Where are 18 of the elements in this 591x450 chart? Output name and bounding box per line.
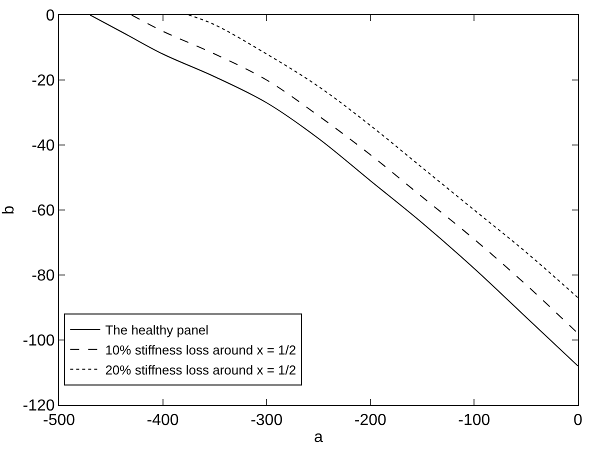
y-axis-title: b — [0, 205, 18, 214]
legend-label: 10% stiffness loss around x = 1/2 — [105, 342, 296, 358]
legend-label: 20% stiffness loss around x = 1/2 — [105, 362, 296, 378]
x-tick-label: -100 — [458, 412, 490, 430]
x-axis-title: a — [314, 428, 324, 446]
y-tick-label: 0 — [46, 8, 55, 25]
y-tick-label: -100 — [22, 332, 55, 350]
x-tick-label: -400 — [146, 412, 179, 430]
x-tick-label: 0 — [574, 412, 583, 430]
y-tick-label: -20 — [32, 72, 55, 90]
y-tick-label: -80 — [32, 268, 55, 285]
y-tick-label: -40 — [32, 138, 55, 155]
y-tick-label: -120 — [22, 398, 55, 415]
legend-label: The healthy panel — [105, 322, 209, 338]
x-tick-label: -500 — [42, 412, 76, 430]
x-tick-label: -300 — [250, 412, 283, 430]
y-tick-label: -60 — [32, 202, 55, 220]
x-tick-label: -200 — [354, 412, 387, 430]
